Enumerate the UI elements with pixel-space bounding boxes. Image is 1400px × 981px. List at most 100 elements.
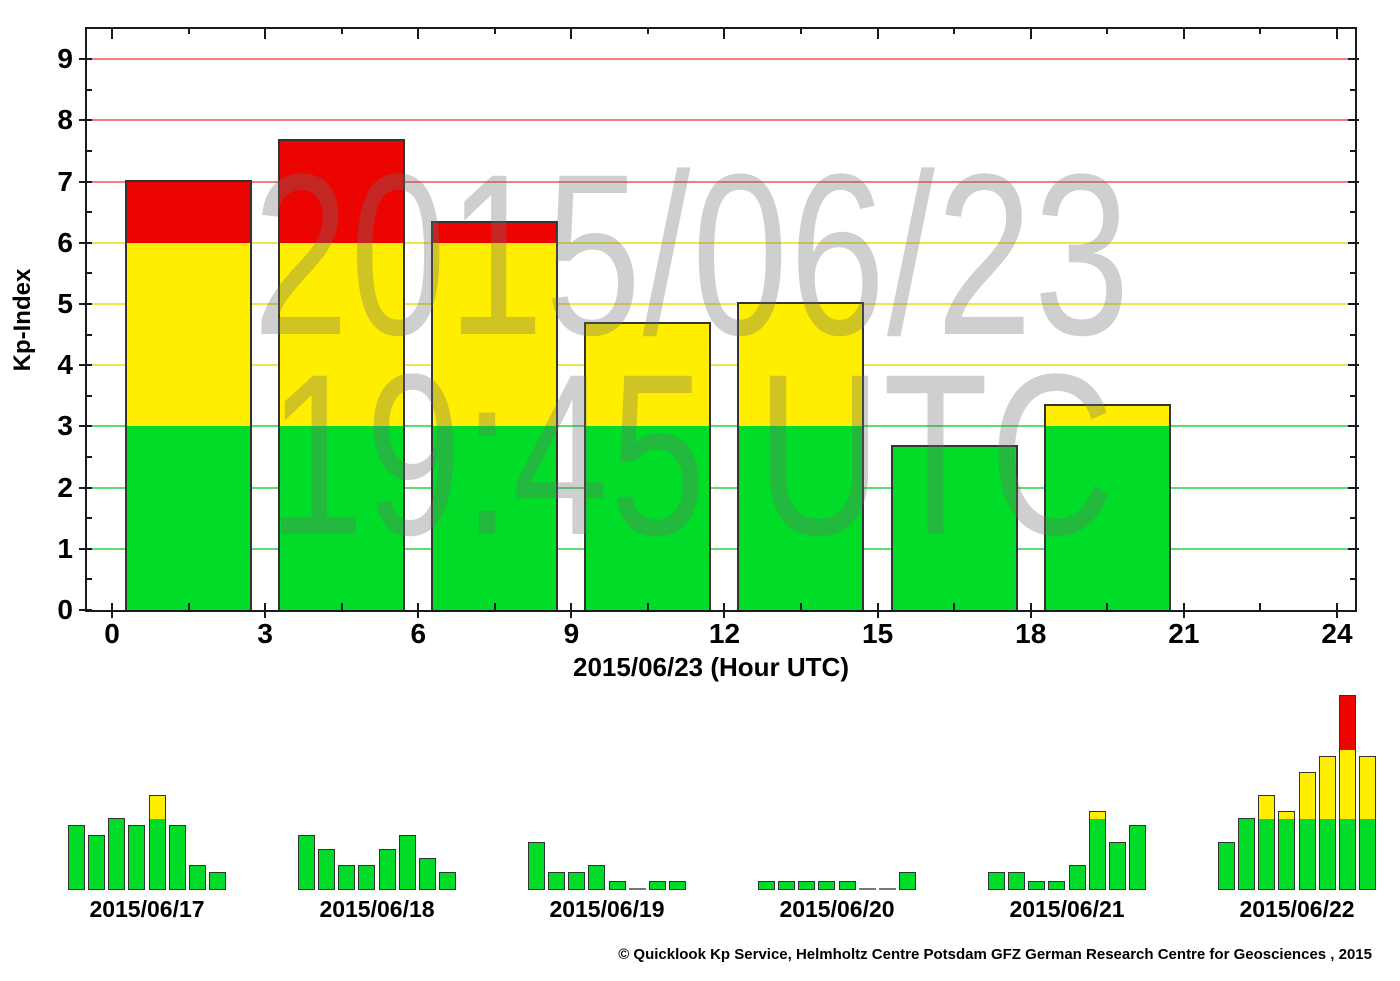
history-bar — [1218, 841, 1235, 890]
history-bar — [568, 871, 586, 890]
x-major-tick-top-3 — [264, 29, 267, 39]
bar-segment-red — [433, 222, 557, 243]
copyright-text: © Quicklook Kp Service, Helmholtz Centre… — [618, 946, 1372, 963]
y-tick-label-3: 3 — [57, 410, 73, 442]
history-chart-label: 2015/06/21 — [1009, 896, 1125, 922]
y-tick-label-6: 6 — [57, 226, 73, 258]
bar-segment-green — [1299, 819, 1315, 889]
y-minor-tick-left-6 — [87, 211, 92, 214]
y-minor-tick-right-1 — [1350, 517, 1355, 520]
kp-bar-09-12 — [584, 322, 712, 610]
x-major-tick-top-12 — [723, 29, 726, 39]
x-minor-tick-bottom-18 — [1106, 603, 1109, 610]
y-major-tick-left-5 — [79, 303, 92, 305]
y-major-tick-right-9 — [1348, 58, 1359, 61]
bar-segment-green — [169, 826, 185, 889]
x-minor-tick-bottom-15 — [953, 603, 956, 610]
x-minor-tick-top-9 — [646, 29, 649, 34]
history-chart-2015/06/18 — [298, 670, 456, 890]
bar-segment-green — [433, 426, 557, 610]
x-major-tick-bottom-24 — [1335, 603, 1338, 618]
history-bar-zero — [878, 888, 896, 890]
y-tick-label-1: 1 — [57, 532, 73, 564]
gridline-kp-9 — [87, 58, 1355, 61]
history-bar — [168, 825, 186, 890]
y-minor-tick-right-4 — [1350, 333, 1355, 336]
gridline-kp-6 — [87, 241, 1355, 244]
bar-segment-yellow — [433, 242, 557, 427]
bar-segment-yellow — [586, 324, 710, 427]
bar-segment-green — [779, 882, 795, 889]
bar-segment-green — [127, 426, 250, 610]
y-minor-tick-left-3 — [87, 394, 92, 397]
history-chart-2015/06/17 — [68, 670, 226, 890]
bar-segment-green — [189, 865, 205, 889]
gridline-kp-7 — [87, 180, 1355, 183]
bar-segment-yellow — [149, 796, 165, 820]
history-bar — [208, 871, 226, 890]
y-major-tick-left-0 — [79, 609, 92, 611]
history-bar — [108, 818, 126, 890]
history-bar — [1338, 695, 1356, 890]
bar-segment-green — [899, 872, 915, 889]
x-minor-tick-bottom-9 — [646, 603, 649, 610]
history-chart-label: 2015/06/19 — [549, 896, 665, 922]
history-bar — [338, 864, 356, 890]
x-tick-label-18: 18 — [1015, 618, 1047, 649]
history-bar — [1048, 881, 1066, 890]
y-major-tick-right-2 — [1348, 486, 1359, 489]
bar-segment-green — [819, 882, 835, 889]
history-bar — [988, 871, 1005, 890]
x-tick-label-0: 0 — [104, 618, 120, 649]
x-major-tick-bottom-0 — [111, 603, 113, 618]
x-minor-tick-top-12 — [800, 29, 803, 34]
history-chart-2015/06/19 — [528, 670, 686, 890]
history-bar — [438, 871, 456, 890]
y-major-tick-left-1 — [79, 547, 92, 550]
bar-segment-green — [359, 865, 375, 889]
x-major-tick-bottom-21 — [1182, 603, 1185, 618]
history-bar-zero — [858, 888, 876, 890]
bar-segment-green — [589, 865, 605, 889]
history-bar — [778, 881, 796, 890]
x-axis-title: 2015/06/23 (Hour UTC) — [573, 652, 849, 682]
bar-segment-green — [609, 882, 625, 889]
x-minor-tick-top-3 — [340, 29, 343, 34]
history-bar — [758, 881, 775, 890]
bar-segment-yellow — [1259, 796, 1275, 820]
x-major-tick-bottom-12 — [723, 603, 726, 618]
x-tick-label-24: 24 — [1321, 618, 1353, 649]
bar-segment-green — [209, 872, 225, 889]
y-major-tick-left-6 — [79, 241, 92, 244]
bar-segment-green — [529, 842, 544, 889]
bar-segment-green — [649, 882, 665, 889]
x-major-tick-bottom-3 — [264, 603, 267, 618]
bar-segment-green — [759, 882, 774, 889]
kp-bar-03-06 — [278, 138, 406, 610]
history-bar — [588, 864, 606, 890]
history-bar — [1358, 755, 1376, 890]
history-chart-2015/06/20 — [758, 670, 916, 890]
bar-segment-green — [1069, 865, 1085, 889]
y-minor-tick-right-6 — [1350, 211, 1355, 214]
y-tick-label-0: 0 — [57, 594, 73, 625]
bar-segment-yellow — [280, 242, 404, 427]
bar-segment-green — [419, 858, 435, 889]
history-bar — [188, 864, 206, 890]
x-tick-label-15: 15 — [862, 618, 894, 649]
y-major-tick-left-4 — [79, 364, 92, 367]
bar-segment-green — [1029, 882, 1045, 889]
kp-bar-00-03 — [125, 179, 252, 610]
y-major-tick-left-9 — [79, 58, 92, 61]
bar-segment-green — [149, 819, 165, 889]
bar-segment-green — [1129, 826, 1145, 889]
kp-bar-12-15 — [737, 302, 865, 610]
x-minor-tick-bottom-0 — [187, 603, 190, 610]
y-minor-tick-left-5 — [87, 272, 92, 275]
gridline-kp-4 — [87, 364, 1355, 367]
history-bar — [1008, 871, 1026, 890]
history-chart-label: 2015/06/18 — [319, 896, 435, 922]
bar-segment-green — [1359, 819, 1375, 889]
y-major-tick-right-1 — [1348, 547, 1359, 550]
history-bar — [528, 841, 545, 890]
